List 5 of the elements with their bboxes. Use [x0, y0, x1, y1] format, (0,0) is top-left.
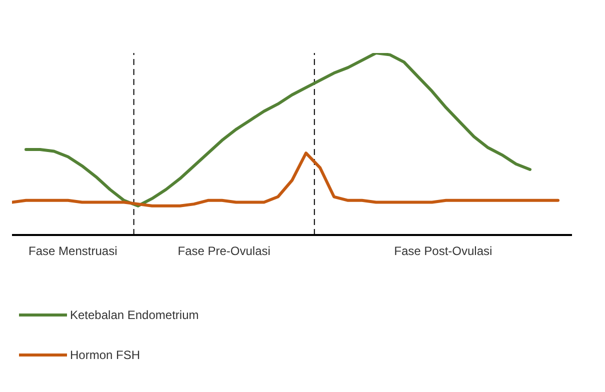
legend-label: Ketebalan Endometrium	[70, 308, 199, 322]
text: Fase Post-Ovulasi	[393, 244, 494, 258]
legend-label: Hormon FSH	[70, 348, 140, 362]
text: Fase Menstruasi	[28, 244, 118, 258]
text: Fase Pre-Ovulasi	[176, 244, 272, 258]
